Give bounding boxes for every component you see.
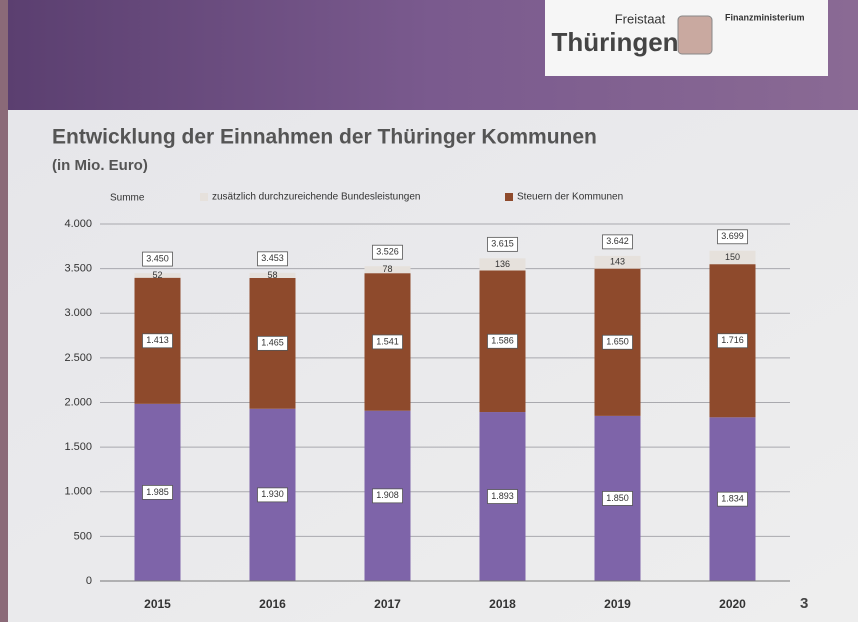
value-label-box [142,333,173,349]
value-label-box [602,491,633,506]
chart-subtitle: (in Mio. Euro) [52,157,148,174]
x-tick-label: 2018 [489,597,516,611]
value-label: 150 [725,252,740,262]
bar-segment [479,258,526,271]
total-label-box [487,236,518,252]
value-label: 1.650 [606,337,629,347]
ministry: Finanzministerium [725,12,805,22]
total-label-box [372,244,403,260]
value-label: 1.834 [721,494,744,504]
bar-segment [364,266,411,274]
x-tick-label: 2015 [144,597,171,611]
value-label-box [717,333,748,349]
x-tick-label: 2020 [719,597,746,611]
y-tick-label: 4.000 [64,218,92,230]
value-label: 136 [495,259,510,269]
brand-small: Freistaat [615,11,666,26]
x-tick-label: 2016 [259,597,286,611]
value-label: 1.893 [491,491,514,501]
total-label: 3.453 [261,253,284,263]
value-label-box [257,487,288,503]
value-label: 1.413 [146,335,169,345]
legend-label: Steuern der Kommunen [517,192,623,203]
value-label: 78 [382,264,392,274]
value-label: 1.850 [606,493,629,503]
value-label: 1.465 [261,338,284,348]
y-tick-label: 3.500 [64,263,92,275]
y-tick-label: 500 [74,530,92,542]
bar-segment [709,250,756,265]
total-label: 3.450 [146,253,169,263]
value-label: 1.908 [376,490,399,500]
chart-title: Entwicklung der Einnahmen der Thüringer … [52,126,597,149]
total-label-box [602,234,633,250]
total-label-box [142,251,173,267]
slide-number: 3 [800,595,808,612]
bar-segment [249,272,296,278]
total-label-box [257,251,288,267]
bar-segment [134,273,181,278]
y-tick-label: 1.000 [64,486,92,498]
value-label-box [372,334,403,350]
total-label: 3.642 [606,236,629,246]
value-label-box [142,485,173,500]
value-label: 1.541 [376,336,399,346]
y-tick-label: 2.500 [64,352,92,364]
total-label: 3.526 [376,247,399,257]
value-label: 1.586 [491,336,514,346]
total-label: 3.699 [721,231,744,241]
value-label: 58 [267,270,277,280]
value-label-box [487,333,518,349]
value-label-box [717,491,748,507]
value-label: 52 [152,270,162,280]
value-label: 1.930 [261,489,284,499]
value-label: 1.716 [721,335,744,345]
brand: Thüringen [551,27,678,57]
value-label-box [257,335,288,351]
value-label: 143 [610,257,625,267]
total-label-box [717,229,748,245]
y-tick-label: 2.000 [64,396,92,408]
y-tick-label: 1.500 [64,441,92,453]
value-label-box [602,334,633,350]
x-tick-label: 2019 [604,597,631,611]
total-label: 3.615 [491,239,514,249]
value-label-box [372,488,403,504]
value-label: 1.985 [146,487,169,497]
legend-label: Summe [110,193,145,204]
y-tick-label: 3.000 [64,307,92,319]
value-label-box [487,489,518,504]
legend-marker [200,193,208,201]
coat-of-arms [677,15,713,55]
bar-segment [594,255,641,269]
y-tick-label: 0 [86,575,92,587]
legend-label: zusätzlich durchzureichende Bundesleistu… [212,192,420,203]
x-tick-label: 2017 [374,597,401,611]
legend-marker [505,193,513,201]
